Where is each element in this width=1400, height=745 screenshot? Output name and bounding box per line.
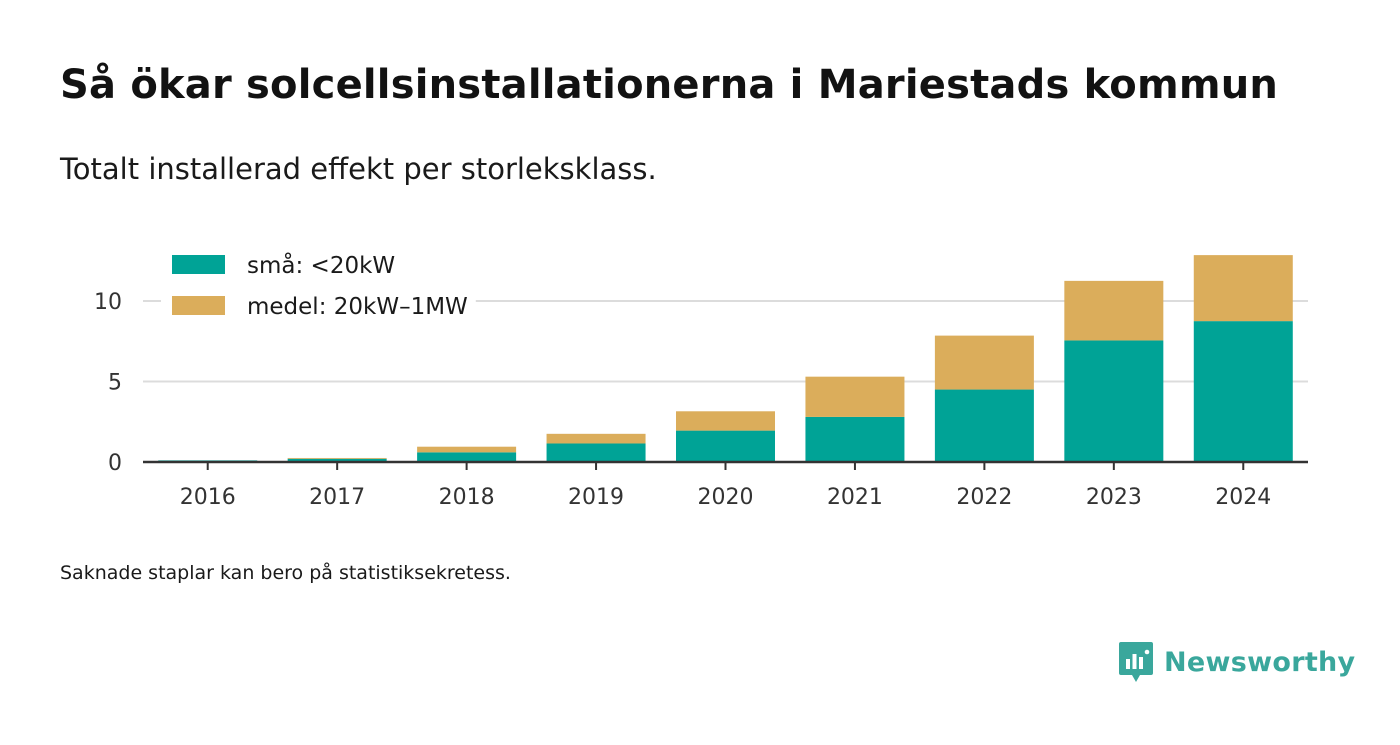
x-tick-label: 2017 [309,485,365,510]
y-tick-label: 0 [108,451,122,476]
chart-title: Så ökar solcellsinstallationerna i Marie… [60,62,1279,108]
bar-medel-2022 [934,335,1034,390]
bar-sma-2020 [676,430,775,462]
legend: små: <20kW medel: 20kW–1MW [161,246,476,323]
x-tick-label: 2019 [568,485,624,510]
footnote: Saknade staplar kan bero på statistiksek… [60,562,511,584]
bar-medel-2017 [287,457,387,459]
legend-label-backdrop [235,246,404,282]
y-tick-label: 5 [108,371,122,396]
bar-sma-2018 [417,452,517,462]
bars [158,255,1293,462]
legend-label: medel: 20kW–1MW [247,294,468,320]
bar-medel-2024 [1193,255,1293,322]
bar-medel-2021 [805,376,905,417]
bar-medel-2020 [676,411,775,431]
bar-sma-2019 [546,443,646,462]
legend-label-backdrop [235,287,476,323]
bar-sma-2021 [805,416,905,462]
newsworthy-logo-icon [1119,642,1153,682]
x-tick-label: 2016 [180,485,236,510]
legend-swatch [172,296,225,315]
brand-logo: Newsworthy [1118,640,1355,684]
legend-swatch [172,255,225,274]
chart-subtitle: Totalt installerad effekt per storlekskl… [60,152,657,186]
bar-medel-2018 [417,446,517,453]
x-tick-label: 2021 [827,485,883,510]
bar-medel-2023 [1064,280,1164,341]
legend-label: små: <20kW [247,251,395,279]
x-tick-label: 2023 [1086,485,1142,510]
bar-sma-2022 [934,389,1034,462]
axes: 0 5 10 2016 2017 2018 2019 2020 2021 2022 2023 2024 [94,290,1308,510]
bar-sma-2023 [1064,340,1164,462]
stacked-bar-chart: 0 5 10 2016 2017 2018 2019 2020 2021 2022 2023 2024… [94,246,1308,510]
brand-name: Newsworthy [1164,646,1356,678]
legend-item-sma: små: <20kW [161,246,404,282]
legend-item-medel: medel: 20kW–1MW [161,287,476,323]
bar-sma-2017 [287,458,387,462]
x-tick-label: 2024 [1215,485,1271,510]
x-tick-label: 2018 [439,485,495,510]
y-tick-label: 10 [94,290,122,315]
x-tick-label: 2022 [956,485,1012,510]
bar-medel-2019 [546,433,646,444]
bar-sma-2024 [1193,321,1293,462]
x-tick-label: 2020 [698,485,754,510]
